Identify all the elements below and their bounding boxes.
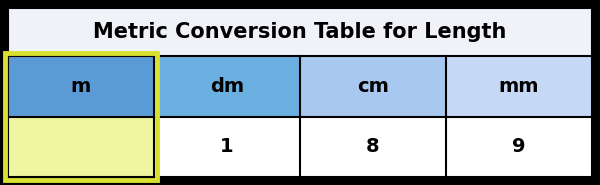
Bar [8, 56, 154, 117]
Text: dm: dm [210, 77, 244, 96]
Text: m: m [71, 77, 91, 96]
Bar [300, 117, 446, 177]
Bar [446, 56, 592, 117]
Bar [446, 117, 592, 177]
Text: 9: 9 [512, 137, 526, 156]
Bar [154, 117, 300, 177]
Text: 8: 8 [366, 137, 380, 156]
Text: cm: cm [357, 77, 389, 96]
Text: 1: 1 [220, 137, 234, 156]
Bar [154, 56, 300, 117]
Bar [8, 117, 154, 177]
Bar [300, 56, 446, 117]
Bar [8, 8, 592, 56]
Text: Metric Conversion Table for Length: Metric Conversion Table for Length [94, 22, 506, 42]
Text: mm: mm [499, 77, 539, 96]
Bar [5, 53, 157, 180]
